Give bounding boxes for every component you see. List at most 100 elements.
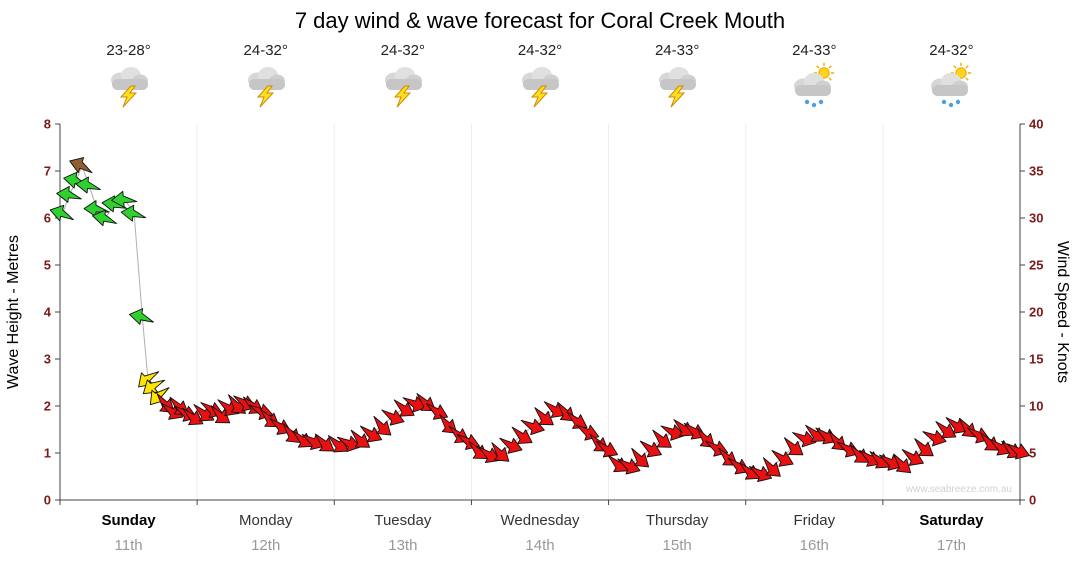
wind-arrow (762, 457, 781, 477)
temp-range: 24-32° (380, 42, 426, 59)
wind-arrow (631, 447, 650, 468)
cloud-shape (522, 67, 559, 90)
cloud-shape (931, 73, 969, 96)
wind-arrow (935, 421, 957, 439)
temp-range: 24-33° (654, 42, 700, 59)
day-date: 16th (799, 537, 829, 554)
storm-icon (384, 67, 422, 108)
wind-arrow (922, 430, 947, 447)
sun-shower-icon (931, 62, 972, 108)
wind-arrow (182, 407, 204, 426)
wind-axis-tick-label: 5 (1029, 446, 1036, 461)
x-axis-day-tuesday: Tuesday 13th (334, 512, 472, 554)
wind-axis-tick-label: 30 (1029, 211, 1043, 226)
wind-arrow (566, 411, 588, 429)
x-axis-day-friday: Friday 16th (745, 512, 883, 554)
wind-axis-tick-label: 15 (1029, 352, 1043, 367)
wind-arrow (771, 449, 794, 467)
wind-axis-tick-label: 20 (1029, 305, 1043, 320)
day-date: 12th (251, 537, 281, 554)
x-axis-day-saturday: Saturday 17th (882, 512, 1020, 554)
left-axis-title: Wave Height - Metres (5, 234, 22, 390)
wave-axis-tick-label: 3 (44, 352, 51, 367)
storm-icon (247, 67, 285, 108)
wind-arrow (56, 185, 82, 203)
sun-icon (814, 62, 835, 81)
day-date: 13th (388, 537, 418, 554)
lightning-bolt-icon (668, 85, 686, 108)
wind-arrow (49, 204, 74, 222)
page-title: 7 day wind & wave forecast for Coral Cre… (294, 8, 786, 33)
wind-arrow (228, 394, 246, 414)
wind-axis-tick-label: 0 (1029, 493, 1036, 508)
wave-axis-tick-label: 2 (44, 399, 51, 414)
day-summary-friday: 24-33° (745, 42, 883, 113)
wind-arrow (381, 409, 405, 426)
temp-range: 24-32° (517, 42, 563, 59)
day-summary-monday: 24-32° (197, 42, 335, 113)
wind-arrow (111, 190, 138, 208)
cloud-shape (110, 67, 148, 90)
lightning-bolt-icon (119, 85, 137, 108)
x-axis-day-wednesday: Wednesday 14th (471, 512, 609, 554)
wind-arrow (595, 440, 619, 458)
day-name: Wednesday (500, 512, 580, 529)
wind-arrow (142, 379, 166, 395)
wind-arrow (92, 209, 117, 227)
wind-arrow (138, 371, 160, 388)
cloud-shape (384, 67, 422, 90)
cloud-shape (794, 73, 832, 96)
day-name: Tuesday (374, 512, 432, 529)
storm-icon (522, 67, 559, 108)
day-name: Saturday (919, 512, 984, 529)
wind-axis-tick-label: 10 (1029, 399, 1043, 414)
temp-range: 24-32° (929, 42, 974, 59)
wind-arrow (748, 465, 773, 483)
wind-arrow (129, 308, 154, 325)
wave-axis-tick-label: 1 (44, 446, 51, 461)
wind-arrow (534, 407, 554, 426)
wind-axis-tick-label: 35 (1029, 164, 1043, 179)
day-name: Thursday (645, 512, 709, 529)
lightning-bolt-icon (393, 85, 411, 108)
wind-arrow (520, 418, 545, 436)
x-axis-day-monday: Monday 12th (197, 512, 335, 554)
temp-range: 24-33° (792, 42, 837, 59)
wind-arrow (75, 176, 101, 194)
wind-arrow (491, 442, 510, 462)
lightning-bolt-icon (530, 85, 549, 108)
wind-arrow (901, 449, 924, 466)
storm-icon (659, 67, 697, 108)
day-name: Sunday (101, 512, 156, 529)
day-summary-thursday: 24-33° (608, 42, 746, 113)
x-axis-day-thursday: Thursday 15th (608, 512, 746, 554)
day-date: 14th (525, 537, 555, 554)
wave-axis-tick-label: 0 (44, 493, 51, 508)
wind-arrow (350, 429, 371, 448)
wind-arrow (373, 415, 392, 436)
wave-axis-tick-label: 6 (44, 211, 51, 226)
day-name: Monday (239, 512, 293, 529)
wind-arrow (914, 438, 934, 457)
wave-axis-tick-label: 4 (44, 305, 52, 320)
day-date: 11th (114, 537, 143, 554)
wind-arrow (393, 399, 415, 417)
wind-arrow (69, 157, 93, 174)
raindrops-icon (942, 99, 961, 108)
day-summary-tuesday: 24-32° (334, 42, 472, 113)
x-axis-day-sunday: Sunday 11th (60, 512, 198, 554)
day-summary-saturday: 24-32° (882, 42, 1020, 113)
wind-arrow (83, 200, 110, 218)
wind-arrow (360, 425, 383, 443)
wind-arrow (193, 404, 215, 422)
wind-arrow (639, 440, 662, 458)
storm-icon (110, 67, 148, 108)
wind-arrow (783, 437, 804, 456)
wind-arrow (425, 402, 449, 420)
wave-axis-tick-label: 8 (44, 117, 51, 132)
temp-range: 24-32° (243, 42, 288, 59)
lightning-bolt-icon (256, 85, 274, 108)
watermark: www.seabreeze.com.au (905, 484, 1012, 495)
